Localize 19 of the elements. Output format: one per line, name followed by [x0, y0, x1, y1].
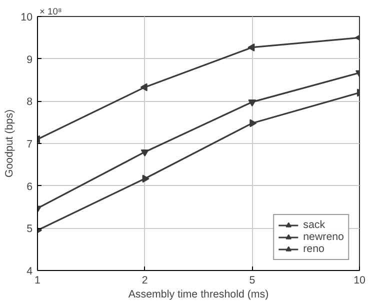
y-tick-label: 6	[26, 180, 33, 193]
annotation: × 10⁸	[40, 6, 62, 16]
legend-label: reno	[303, 243, 324, 255]
x-tick-label: 5	[249, 274, 256, 286]
x-tick-label: 10	[354, 274, 366, 286]
y-tick-label: 5	[26, 223, 33, 236]
y-axis-title: Goodput (bps)	[4, 109, 16, 178]
point	[248, 43, 255, 52]
x-tick-label: 2	[142, 274, 148, 286]
y-tick-label: 8	[26, 96, 33, 108]
y-tick-label: 9	[26, 54, 33, 66]
x-tick-label: 1	[34, 274, 41, 286]
point	[142, 174, 150, 183]
y-tick-label: 4	[26, 266, 33, 278]
legend-label: sack	[303, 219, 326, 231]
legend-label: newreno	[303, 231, 344, 243]
y-tick-label: 7	[26, 138, 33, 150]
x-axis-title: Assembly time threshold (ms)	[128, 288, 269, 300]
y-tick-label: 10	[20, 12, 33, 24]
